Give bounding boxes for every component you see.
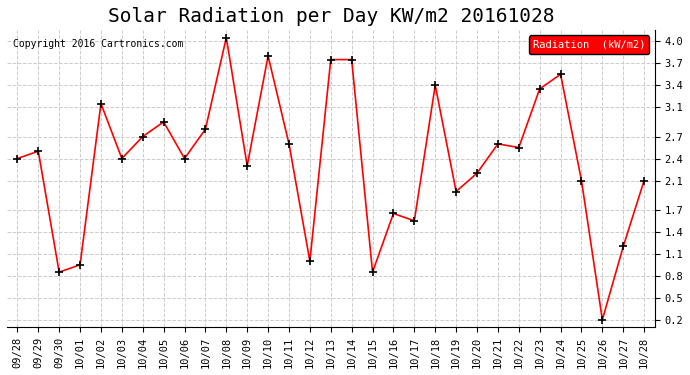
Text: Copyright 2016 Cartronics.com: Copyright 2016 Cartronics.com	[13, 39, 184, 49]
Legend: Radiation  (kW/m2): Radiation (kW/m2)	[529, 36, 649, 54]
Title: Solar Radiation per Day KW/m2 20161028: Solar Radiation per Day KW/m2 20161028	[108, 7, 554, 26]
